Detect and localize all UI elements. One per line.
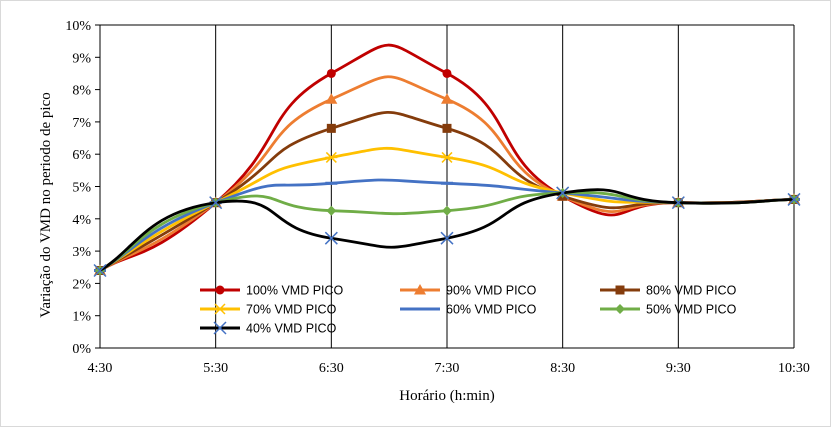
x-tick-label: 5:30: [203, 361, 228, 376]
data-point: [214, 303, 226, 315]
data-point: [442, 205, 452, 216]
axis-layer: 4:30 5:30 6:30 7:30 8:30 9:30 10:30 0% 1% 2% 3% 4% 5…: [65, 19, 810, 376]
marker-stroke: [556, 186, 570, 200]
legend-label: 80% VMD PICO: [646, 284, 737, 298]
data-point: [325, 93, 338, 104]
legend-item: 70% VMD PICO: [200, 303, 337, 317]
marker-stroke: [787, 192, 801, 206]
x-tick-label: 8:30: [550, 361, 575, 376]
series: [93, 186, 801, 278]
data-point: [787, 192, 801, 206]
data-point: [442, 123, 452, 133]
grid-layer: [99, 24, 795, 348]
data-point: [441, 151, 453, 163]
data-point: [556, 186, 570, 200]
legend-label: 60% VMD PICO: [446, 303, 537, 317]
y-tick-label: 7%: [72, 116, 91, 131]
marker-stroke: [440, 231, 454, 245]
legend-label: 90% VMD PICO: [446, 284, 537, 298]
data-point: [414, 284, 426, 295]
data-point: [215, 285, 225, 295]
legend-item: 80% VMD PICO: [600, 284, 737, 298]
data-point: [213, 321, 227, 335]
x-tick-label: 7:30: [435, 361, 460, 376]
legend: 100% VMD PICO 90% VMD PICO 80% VMD PICO 70%…: [200, 284, 737, 336]
data-point: [93, 263, 107, 278]
legend-label: 100% VMD PICO: [246, 284, 344, 298]
data-point: [615, 285, 625, 295]
y-tick-label: 0%: [72, 342, 91, 357]
data-point: [441, 93, 453, 104]
legend-item: 50% VMD PICO: [600, 303, 737, 317]
y-tick-label: 1%: [72, 310, 91, 325]
x-tick-label: 4:30: [88, 361, 113, 376]
marker-stroke: [209, 196, 223, 210]
data-point: [326, 68, 336, 78]
x-tick-label: 6:30: [319, 361, 344, 376]
y-tick-label: 3%: [72, 245, 91, 260]
series-layer: [93, 43, 801, 278]
marker-stroke: [93, 263, 107, 278]
y-tick-label: 6%: [72, 148, 91, 163]
legend-label: 50% VMD PICO: [646, 303, 737, 317]
y-tick-label: 10%: [65, 19, 91, 34]
marker-stroke: [213, 321, 227, 335]
data-point: [326, 205, 337, 216]
data-point: [326, 123, 336, 133]
marker-stroke: [671, 196, 685, 210]
y-tick-label: 8%: [72, 84, 91, 99]
data-point: [615, 304, 625, 314]
legend-item: 40% VMD PICO: [200, 321, 337, 336]
legend-item: 90% VMD PICO: [400, 284, 537, 298]
x-tick-label: 10:30: [778, 361, 810, 376]
y-tick-label: 5%: [72, 181, 91, 196]
marker-stroke: [324, 231, 338, 245]
legend-item: 60% VMD PICO: [400, 303, 537, 317]
legend-item: 100% VMD PICO: [200, 284, 344, 298]
y-tick-label: 2%: [72, 277, 91, 292]
data-point: [324, 231, 338, 245]
data-point: [442, 68, 452, 78]
legend-label: 70% VMD PICO: [246, 303, 337, 317]
y-axis-title: Variação do VMD no periodo de pico: [38, 92, 54, 318]
y-tick-label: 9%: [72, 51, 91, 66]
legend-label: 40% VMD PICO: [246, 322, 337, 336]
x-tick-label: 9:30: [666, 361, 691, 376]
data-point: [325, 151, 338, 163]
data-point: [440, 231, 454, 245]
data-point: [209, 196, 223, 210]
y-tick-label: 4%: [72, 213, 91, 228]
data-point: [671, 196, 685, 210]
x-axis-title: Horário (h:min): [399, 388, 494, 404]
